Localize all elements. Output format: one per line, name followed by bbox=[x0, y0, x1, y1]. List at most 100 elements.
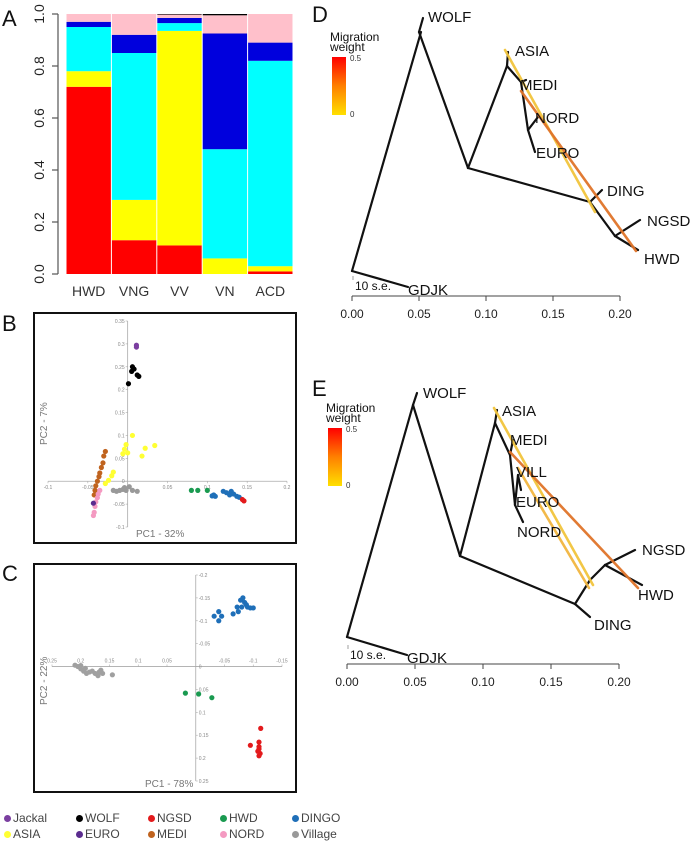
point-hwd bbox=[188, 487, 194, 493]
x-tick-label: 0.05 bbox=[407, 307, 431, 321]
point-village bbox=[109, 672, 115, 678]
point-wolf bbox=[125, 381, 132, 387]
y-tick-label: 0 bbox=[199, 665, 202, 671]
tree-branch bbox=[603, 563, 644, 587]
point-dingo bbox=[235, 609, 241, 615]
point-asia bbox=[121, 446, 128, 452]
x-tick-label: -0.05 bbox=[82, 485, 94, 491]
leaf-label: ASIA bbox=[515, 43, 549, 60]
tree-branch bbox=[519, 80, 530, 132]
migration-edge bbox=[516, 466, 591, 590]
point-hwd bbox=[195, 487, 201, 493]
point-jackal bbox=[133, 344, 140, 350]
x-tick-label: VN bbox=[215, 283, 234, 299]
leaf-label: MEDI bbox=[520, 77, 558, 94]
y-tick-label: 0.4 bbox=[31, 160, 47, 180]
x-tick-label: 0.15 bbox=[539, 675, 563, 689]
point-asia bbox=[129, 432, 136, 439]
point-wolf bbox=[129, 368, 135, 374]
tree-branch bbox=[345, 635, 409, 657]
bar-segment-yellow bbox=[248, 266, 293, 272]
point-village bbox=[78, 663, 84, 669]
migration-gradient-bar bbox=[332, 57, 346, 115]
tree-branch bbox=[466, 166, 592, 204]
legend-item-nord: NORD bbox=[220, 827, 292, 841]
tree-branch bbox=[526, 115, 540, 132]
bar-segment-black bbox=[157, 14, 202, 15]
legend-label: HWD bbox=[229, 811, 258, 825]
bar-segment-pink bbox=[157, 14, 202, 18]
legend-item-wolf: WOLF bbox=[76, 811, 148, 825]
leaf-label: HWD bbox=[644, 251, 680, 268]
tree-branch bbox=[603, 548, 637, 567]
point-dingo bbox=[211, 613, 217, 619]
point-ngsd bbox=[256, 739, 262, 745]
point-village bbox=[126, 484, 132, 490]
point-ngsd bbox=[241, 498, 247, 504]
point-asia bbox=[123, 442, 129, 448]
point-village bbox=[100, 670, 106, 677]
legend-label: NGSD bbox=[157, 811, 192, 825]
tree-branch bbox=[573, 602, 592, 619]
leaf-label: EURO bbox=[536, 145, 579, 162]
point-village bbox=[82, 665, 88, 671]
bar-segment-cyan bbox=[202, 149, 248, 259]
x-tick-label: -0.15 bbox=[276, 659, 288, 665]
gradient-max-label: 0.5 bbox=[350, 54, 362, 63]
migration-edge bbox=[492, 406, 595, 587]
bar-segment-blue bbox=[248, 42, 293, 61]
bar-segment-yellow bbox=[66, 71, 111, 87]
x-tick-label: 0.10 bbox=[474, 307, 498, 321]
point-dingo bbox=[216, 609, 222, 615]
bar-segment-pink bbox=[248, 14, 293, 43]
y-tick-label: -0.05 bbox=[113, 502, 125, 508]
legend-item-medi: MEDI bbox=[148, 827, 220, 841]
point-dingo bbox=[230, 611, 236, 617]
treemix-tree-e: E 0.00 0.05 0.10 0.15 0.20 Migrationweight0.5… bbox=[312, 376, 686, 689]
y-tick-label: 1.0 bbox=[31, 4, 47, 24]
point-asia bbox=[152, 442, 158, 449]
point-hwd bbox=[209, 695, 215, 701]
point-medi bbox=[92, 487, 98, 493]
y-tick-label: 0.25 bbox=[199, 779, 209, 785]
migration-legend-title: Migration bbox=[326, 401, 375, 415]
point-hwd bbox=[204, 487, 210, 493]
bar-segment-pink bbox=[202, 15, 248, 34]
leaf-label: MEDI bbox=[510, 432, 548, 449]
migration-legend-title: weight bbox=[329, 40, 365, 54]
bar-segment-blue bbox=[202, 33, 248, 150]
leaf-label: NORD bbox=[535, 110, 579, 127]
bar-segment-blue bbox=[66, 21, 111, 27]
bar-segment-blue bbox=[111, 34, 157, 53]
panel-label-a: A bbox=[2, 6, 17, 31]
tree-branch bbox=[588, 563, 607, 582]
point-hwd bbox=[182, 690, 188, 696]
y-tick-label: 0.25 bbox=[115, 365, 125, 371]
leaf-label: DING bbox=[594, 617, 632, 634]
x-tick-label: 0.05 bbox=[162, 659, 172, 665]
bar-segment-cyan bbox=[248, 60, 293, 267]
x-tick-label: -0.05 bbox=[219, 659, 231, 665]
point-medi bbox=[94, 478, 100, 484]
migration-legend-title: Migration bbox=[330, 30, 379, 44]
y-tick-label: 0.1 bbox=[118, 433, 125, 439]
leaf-label: ASIA bbox=[502, 403, 536, 420]
y-tick-label: 0.2 bbox=[199, 756, 206, 762]
point-dingo bbox=[219, 613, 225, 619]
legend-item-dingo: DINGO bbox=[292, 811, 364, 825]
gradient-max-label: 0.5 bbox=[346, 425, 358, 434]
y-tick-label: -0.1 bbox=[116, 525, 125, 531]
dot-icon bbox=[4, 830, 11, 838]
leaf-label: GDJK bbox=[408, 282, 448, 299]
x-tick-label: HWD bbox=[72, 283, 105, 299]
bar-segment-pink bbox=[111, 14, 157, 35]
dot-icon bbox=[220, 830, 227, 838]
y-tick-label: -0.05 bbox=[199, 642, 211, 648]
migration-edge bbox=[508, 450, 640, 590]
point-hwd bbox=[196, 691, 202, 697]
leaf-label: WOLF bbox=[428, 9, 471, 26]
legend-item-village: Village bbox=[292, 827, 364, 841]
x-tick-label: ACD bbox=[256, 283, 286, 299]
legend-item-ngsd: NGSD bbox=[148, 811, 220, 825]
bar-segment-yellow bbox=[111, 199, 157, 241]
